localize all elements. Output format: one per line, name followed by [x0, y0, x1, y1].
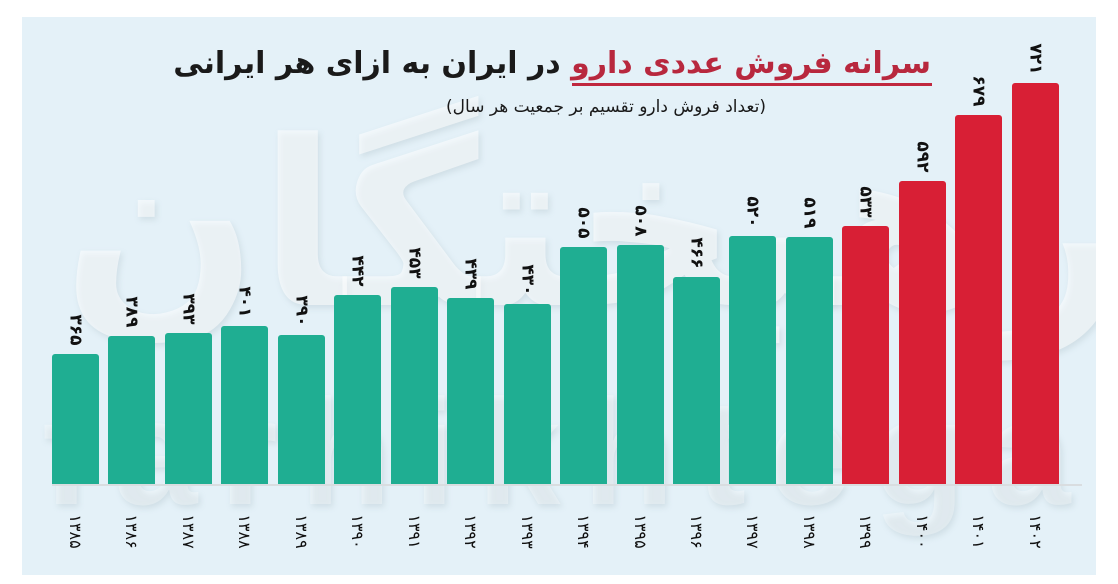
x-axis-baseline: [52, 484, 1082, 486]
bar-1402: [1011, 82, 1059, 484]
bar-value-label: ۵۳۳: [855, 186, 876, 218]
bar-value-label: ۴۶۶: [686, 237, 707, 269]
x-axis-tick-label: ۱۳۸۵: [66, 514, 85, 549]
bar-1389: [277, 334, 325, 484]
x-axis-tick-label: ۱۳۹۷: [743, 514, 763, 549]
bar-1388: [221, 326, 269, 484]
bar-1399: [842, 226, 890, 484]
bar-1387: [164, 332, 212, 484]
bar-1396: [672, 277, 720, 484]
bar-value-label: ۵۱۹: [799, 197, 820, 229]
bar-value-label: ۷۲۱: [1025, 43, 1046, 75]
x-axis-tick-label: ۱۳۹۸: [799, 514, 819, 549]
bar-1391: [390, 286, 438, 484]
x-axis-tick-label: ۱۳۹۴: [574, 514, 594, 549]
x-axis-tick-label: ۱۳۸۹: [291, 514, 311, 549]
bar-1401: [955, 114, 1003, 484]
bar-value-label: ۳۹۳: [178, 292, 199, 325]
x-axis-tick-label: ۱۳۹۳: [517, 514, 537, 549]
title-highlight: سرانه فروش عددی دارو: [571, 46, 931, 81]
bar-1393: [503, 304, 551, 484]
x-axis-tick-label: ۱۳۹۶: [686, 514, 706, 549]
bar-value-label: ۵۰۸: [630, 205, 650, 237]
bar-1386: [108, 335, 156, 484]
bar-value-label: ۶۷۹: [968, 75, 989, 107]
bar-1395: [616, 245, 664, 484]
bar-1397: [729, 235, 777, 484]
bar-value-label: ۳۶۵: [65, 314, 86, 346]
x-axis-tick-label: ۱۴۰۱: [969, 514, 989, 549]
bar-1398: [785, 236, 833, 484]
x-axis-tick-label: ۱۳۹۹: [856, 514, 876, 549]
bar-value-label: ۵۲۰: [742, 196, 763, 228]
bar-value-label: ۴۳۹: [460, 257, 481, 290]
x-axis-tick-label: ۱۴۰۲: [1025, 514, 1045, 549]
bar-value-label: ۳۹۰: [291, 295, 312, 327]
bar-1392: [447, 297, 495, 484]
bar-1390: [334, 295, 382, 484]
x-axis-tick-label: ۱۴۰۰: [912, 514, 932, 549]
bar-value-label: ۳۸۹: [121, 296, 142, 328]
bar-1385: [52, 353, 99, 484]
x-axis-tick-label: ۱۳۹۰: [348, 514, 368, 549]
bar-1400: [898, 181, 946, 484]
bar-1394: [560, 247, 608, 484]
chart-panel: فرهیختگان farhikhtegan سرانه فروش عددی د…: [22, 17, 1096, 575]
bar-value-label: ۴۴۲: [347, 255, 368, 287]
bar-value-label: ۵۰۵: [573, 207, 594, 239]
x-axis-tick-label: ۱۳۸۷: [178, 514, 198, 549]
x-axis-tick-label: ۱۳۹۵: [630, 514, 650, 549]
x-axis-tick-label: ۱۳۹۲: [461, 514, 481, 549]
bar-value-label: ۵۹۲: [912, 141, 933, 173]
chart-title: سرانه فروش عددی دارو در ایران به ازای هر…: [173, 45, 931, 83]
title-underline: [572, 83, 932, 86]
bar-value-label: ۴۰۱: [234, 286, 255, 319]
x-axis-tick-label: ۱۳۸۸: [235, 514, 255, 549]
bar-value-label: ۴۵۳: [404, 247, 425, 279]
chart-subtitle: (تعداد فروش دارو تقسیم بر جمعیت هر سال): [446, 97, 766, 117]
title-rest: در ایران به ازای هر ایرانی: [173, 46, 561, 81]
bar-value-label: ۴۳۰: [517, 264, 538, 296]
x-axis-tick-label: ۱۳۸۶: [122, 514, 142, 549]
x-axis-tick-label: ۱۳۹۱: [404, 514, 424, 549]
